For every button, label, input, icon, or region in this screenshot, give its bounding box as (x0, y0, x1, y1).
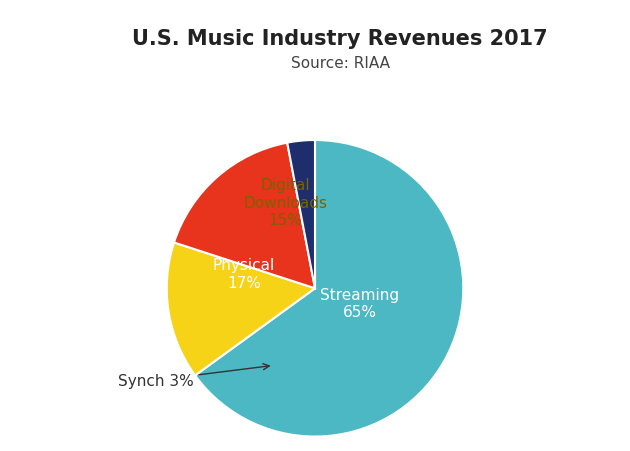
Wedge shape (287, 141, 315, 289)
Wedge shape (195, 141, 463, 437)
Text: Streaming
65%: Streaming 65% (320, 287, 399, 320)
Text: Synch 3%: Synch 3% (118, 364, 269, 388)
Text: Digital
Downloads
15%: Digital Downloads 15% (243, 178, 328, 228)
Wedge shape (174, 143, 315, 289)
Text: U.S. Music Industry Revenues 2017: U.S. Music Industry Revenues 2017 (132, 29, 548, 49)
Text: Physical
17%: Physical 17% (213, 258, 275, 290)
Text: Source: RIAA: Source: RIAA (290, 56, 390, 71)
Text: Figure 2: Figure 2 (32, 22, 116, 39)
Wedge shape (167, 243, 315, 376)
